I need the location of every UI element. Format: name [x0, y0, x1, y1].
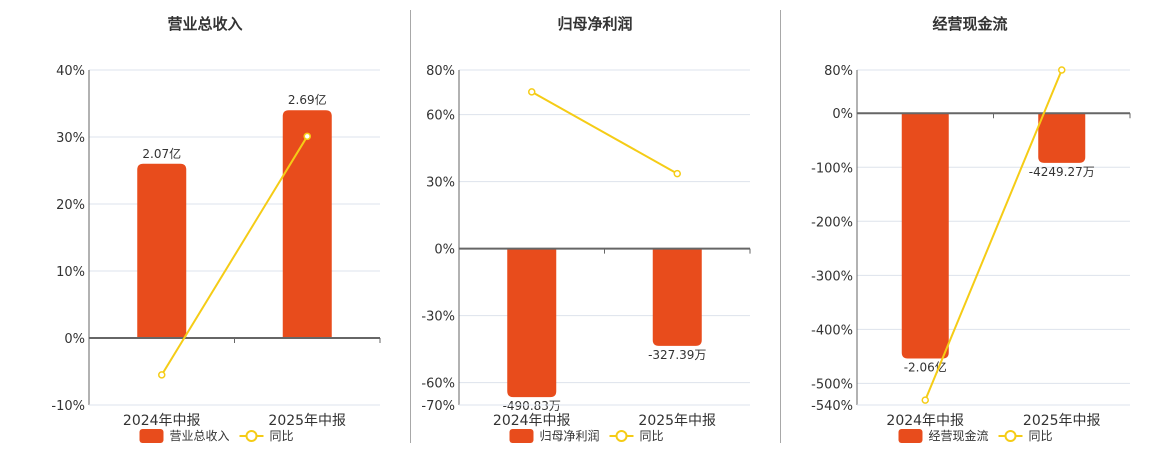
chart-title: 经营现金流 [932, 15, 1008, 33]
legend-line-label: 同比 [270, 429, 294, 443]
legend-line-marker [245, 430, 258, 442]
panel-divider [780, 10, 781, 443]
legend-bar-label: 经营现金流 [929, 428, 989, 443]
y-tick-label: -10% [51, 399, 85, 414]
bar-value-label: 2.07亿 [142, 146, 181, 161]
y-tick-label: 30% [426, 176, 455, 191]
y-tick-label: 0% [64, 332, 85, 347]
bar [282, 110, 332, 338]
legend-bar-swatch [898, 429, 923, 443]
chart-panel-revenue: 营业总收入 40% 30% 20% 10% 0% -10% 2.07亿 2.69亿 2024年中… [0, 0, 410, 450]
x-category-label: 2025年中报 [1023, 413, 1101, 429]
panel-divider [410, 10, 411, 443]
chart-revenue: 40% 30% 20% 10% 0% -10% 2.07亿 2.69亿 2024年中报 2025年… [51, 64, 381, 443]
y-tick-label: 10% [56, 265, 85, 280]
yoy-point [673, 169, 681, 178]
legend-line-label: 同比 [1029, 429, 1053, 443]
x-category-label: 2024年中报 [493, 413, 571, 429]
legend-bar-label: 归母净利润 [540, 429, 600, 443]
x-category-label: 2025年中报 [638, 413, 716, 429]
y-tick-label: -200% [811, 215, 853, 230]
y-tick-label: -540% [811, 399, 853, 414]
chart-panel-net-profit: 归母净利润 80% 60% 30% 0% -30% -60% -70% -490.83万 -32… [410, 0, 780, 450]
x-category-label: 2024年中报 [886, 413, 964, 429]
y-tick-label: 30% [56, 131, 85, 146]
yoy-line [531, 91, 678, 175]
y-tick-label: 0% [832, 107, 853, 122]
y-tick-label: 60% [426, 109, 455, 124]
chart-title: 归母净利润 [557, 15, 633, 33]
chart-panel-operating-cashflow: 经营现金流 80% 0% -100% -200% -300% -400% -500% -540… [780, 0, 1160, 450]
bar-value-label: 2.69亿 [288, 92, 327, 107]
y-tick-label: 40% [56, 64, 85, 79]
bar [1038, 113, 1086, 163]
y-tick-label: -500% [811, 377, 853, 392]
y-tick-label: -70% [421, 399, 455, 414]
chart-operating-cashflow: 80% 0% -100% -200% -300% -400% -500% -540% -2.06… [811, 64, 1131, 443]
y-tick-label: 20% [56, 198, 85, 213]
y-tick-label: -100% [811, 161, 853, 176]
yoy-point [528, 88, 536, 96]
yoy-point [921, 396, 929, 404]
y-tick-label: -300% [811, 269, 853, 284]
bar [137, 163, 187, 338]
x-category-label: 2024年中报 [123, 413, 201, 429]
bar [901, 113, 949, 359]
y-tick-label: 80% [824, 64, 853, 79]
y-tick-label: 0% [434, 243, 455, 258]
y-tick-label: -60% [421, 377, 455, 392]
legend-bar-label: 营业总收入 [170, 429, 230, 443]
legend-bar-swatch [139, 429, 164, 443]
legend-line-marker [1004, 430, 1017, 442]
yoy-line [160, 135, 309, 376]
legend-bar-swatch [509, 429, 534, 443]
chart-net-profit: 80% 60% 30% 0% -30% -60% -70% -490.83万 -327.39万 2… [421, 64, 751, 443]
yoy-point [1058, 66, 1066, 74]
bar [652, 248, 702, 346]
bar-value-label: -490.83万 [503, 399, 561, 413]
bar-value-label: -4249.27万 [1029, 165, 1095, 179]
bar-value-label: -327.39万 [648, 348, 706, 362]
legend-line-label: 同比 [640, 429, 664, 443]
yoy-line [924, 69, 1063, 401]
y-tick-label: -400% [811, 323, 853, 338]
legend-line-marker [615, 430, 628, 442]
y-tick-label: -30% [421, 310, 455, 325]
yoy-point [303, 132, 311, 141]
y-tick-label: 80% [426, 64, 455, 79]
x-category-label: 2025年中报 [268, 413, 346, 429]
bar [507, 248, 557, 398]
bar-value-label: -2.06亿 [904, 360, 947, 375]
chart-title: 营业总收入 [167, 15, 243, 33]
yoy-point [158, 371, 166, 379]
